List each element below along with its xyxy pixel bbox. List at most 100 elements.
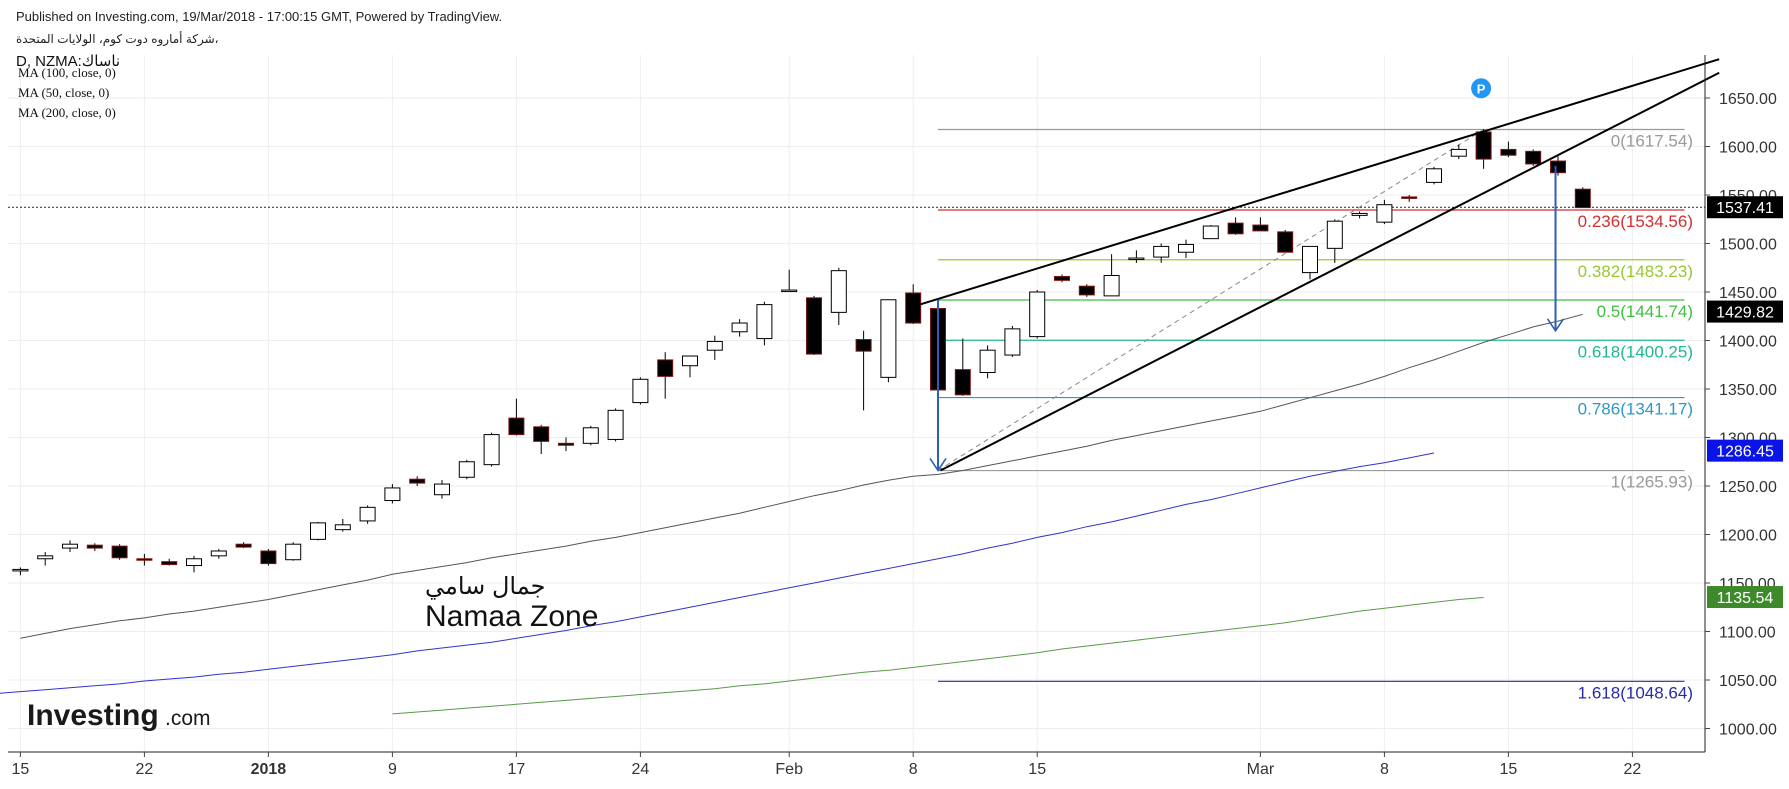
candle-down bbox=[1227, 222, 1244, 235]
candle-up bbox=[458, 461, 475, 478]
fib-level-label: 0.382(1483.23) bbox=[1578, 262, 1693, 281]
fib-level-label: 1(1265.93) bbox=[1611, 473, 1693, 492]
candle-up bbox=[706, 340, 723, 351]
wedge-trendline bbox=[940, 71, 1720, 472]
x-tick-label: 8 bbox=[909, 761, 918, 778]
moving-average-line bbox=[20, 313, 1583, 639]
candle-down bbox=[533, 426, 550, 442]
candle-up bbox=[384, 487, 401, 502]
candle-up bbox=[607, 409, 624, 440]
fib-level-label: 0.236(1534.56) bbox=[1578, 212, 1693, 231]
price-label-box bbox=[1707, 586, 1783, 609]
candle-down bbox=[1574, 188, 1591, 209]
fib-level-label: 0.5(1441.74) bbox=[1597, 302, 1693, 321]
candle-down bbox=[657, 359, 674, 377]
candle-up bbox=[210, 550, 227, 557]
candle-up bbox=[285, 543, 302, 561]
candle-up bbox=[582, 427, 599, 444]
fib-level-label: 0(1617.54) bbox=[1611, 131, 1693, 150]
candle-down bbox=[235, 543, 252, 548]
candle-up bbox=[37, 555, 54, 560]
candle-down bbox=[86, 544, 103, 549]
candle-down bbox=[806, 297, 822, 355]
symbol-label: D, NZMA:ناساك bbox=[16, 53, 120, 70]
x-tick-label: Mar bbox=[1247, 761, 1275, 778]
candle-down bbox=[855, 339, 872, 352]
price-label-text: 1537.41 bbox=[1716, 200, 1774, 217]
price-label-box bbox=[1707, 300, 1783, 323]
trendlines: P bbox=[912, 58, 1720, 472]
logo-wordmark: Investing bbox=[27, 699, 159, 732]
logo-suffix: .com bbox=[165, 707, 211, 730]
x-tick-label: 24 bbox=[632, 761, 650, 778]
x-tick-label: 2018 bbox=[251, 761, 287, 778]
candle-up bbox=[1128, 257, 1145, 261]
price-label-text: 1135.54 bbox=[1717, 590, 1774, 607]
pivot-marker-label: P bbox=[1477, 81, 1486, 96]
x-tick-label: 8 bbox=[1380, 761, 1389, 778]
indicator-ma100: MA (100, close, 0) bbox=[18, 65, 116, 80]
y-tick-label: 1600.00 bbox=[1719, 140, 1777, 157]
candle-down bbox=[1525, 150, 1542, 165]
fib-level-label: 0.786(1341.17) bbox=[1578, 400, 1693, 419]
candle-down bbox=[1054, 275, 1070, 281]
candle-up bbox=[1351, 212, 1368, 216]
x-tick-label: 22 bbox=[136, 761, 154, 778]
fib-level-label: 0.618(1400.25) bbox=[1578, 342, 1693, 361]
candle-up bbox=[1376, 204, 1393, 223]
candle-up bbox=[731, 322, 748, 333]
x-tick-label: 9 bbox=[388, 761, 397, 778]
y-tick-label: 1500.00 bbox=[1719, 237, 1777, 254]
candle-up bbox=[483, 434, 500, 466]
candle-down bbox=[1078, 285, 1095, 296]
x-tick-label: 22 bbox=[1624, 761, 1642, 778]
indicator-ma200: MA (200, close, 0) bbox=[18, 105, 116, 120]
candle-up bbox=[1153, 245, 1170, 258]
candle-up bbox=[434, 483, 450, 496]
candle-down bbox=[954, 369, 971, 396]
y-tick-label: 1350.00 bbox=[1719, 382, 1777, 399]
price-label-text: 1429.82 bbox=[1716, 305, 1774, 322]
candle-up bbox=[1326, 220, 1343, 249]
candle-down bbox=[1475, 131, 1492, 160]
watermark-arabic: جمال سامي bbox=[425, 573, 545, 600]
investing-logo: Investing .com bbox=[27, 699, 211, 732]
y-tick-label: 1200.00 bbox=[1719, 528, 1777, 545]
candle-up bbox=[186, 558, 202, 567]
y-tick-label: 1650.00 bbox=[1719, 91, 1777, 108]
wedge-trendline bbox=[912, 58, 1720, 308]
company-name: شركة أماروه دوت كوم، الولايات المتحدة، bbox=[16, 31, 219, 47]
candle-up bbox=[62, 543, 78, 549]
candle-up bbox=[1029, 291, 1046, 338]
moving-averages bbox=[0, 313, 1583, 715]
x-tick-label: Feb bbox=[775, 761, 803, 778]
candle-up bbox=[1426, 168, 1442, 183]
y-tick-label: 1400.00 bbox=[1719, 334, 1777, 351]
candle-up bbox=[756, 304, 773, 340]
candle-down bbox=[136, 558, 153, 561]
candle-down bbox=[1550, 160, 1566, 174]
fibonacci-levels: 0(1617.54) 0.236(1534.56) 0.382(1483.23) 0.… bbox=[8, 128, 1705, 702]
pivot-marker-icon bbox=[1471, 78, 1492, 99]
y-tick-label: 1100.00 bbox=[1719, 625, 1776, 642]
candle-up bbox=[1202, 225, 1219, 240]
candle-up bbox=[1302, 245, 1318, 274]
indicator-ma50: MA (50, close, 0) bbox=[18, 85, 109, 100]
candles bbox=[12, 129, 1591, 576]
x-tick-label: 15 bbox=[12, 761, 30, 778]
y-tick-label: 1250.00 bbox=[1719, 479, 1777, 496]
candle-up bbox=[1004, 328, 1021, 356]
candle-down bbox=[508, 417, 525, 436]
candle-up bbox=[1450, 148, 1467, 157]
x-tick-label: 15 bbox=[1500, 761, 1518, 778]
watermark-english: Namaa Zone bbox=[425, 600, 598, 633]
candle-down bbox=[161, 561, 178, 566]
projection-arrow-head bbox=[1546, 318, 1565, 333]
candle-up bbox=[682, 355, 698, 367]
moving-average-line bbox=[392, 597, 1484, 715]
candle-down bbox=[1401, 196, 1418, 199]
candle-up bbox=[310, 522, 326, 540]
moving-average-line bbox=[0, 452, 1435, 694]
